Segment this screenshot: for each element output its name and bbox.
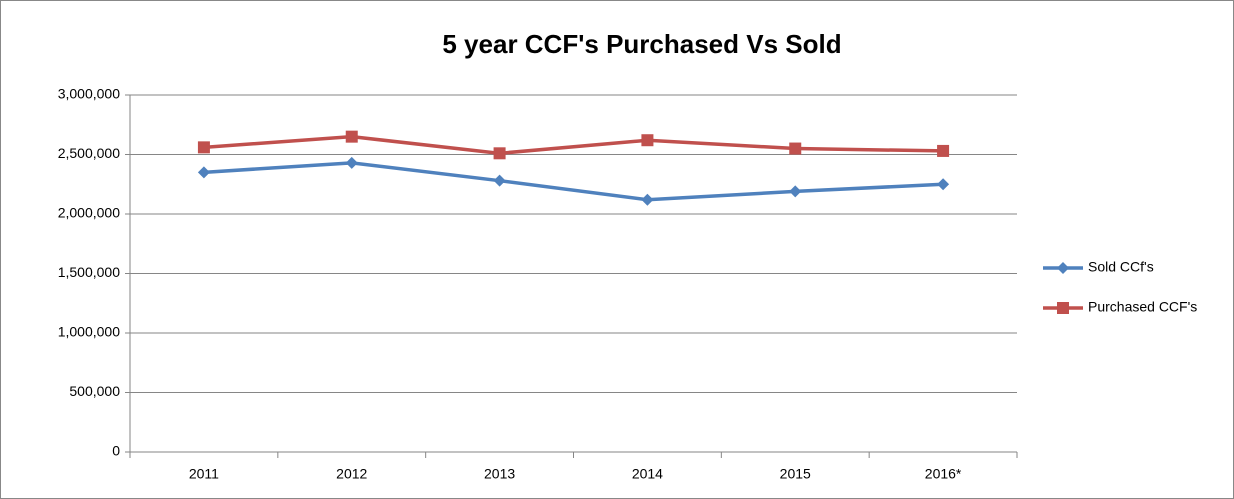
series-line (203, 134, 944, 156)
data-point (937, 144, 950, 157)
data-point (493, 174, 506, 187)
data-point (493, 147, 506, 160)
data-point (197, 166, 210, 179)
y-tick-label: 2,000,000 (58, 205, 120, 221)
data-point (345, 156, 358, 169)
x-tick-label: 2014 (632, 466, 663, 482)
chart-title: 5 year CCF's Purchased Vs Sold (442, 29, 841, 59)
data-point (789, 142, 802, 155)
x-tick-label: 2016* (925, 466, 962, 482)
data-point (641, 193, 654, 206)
legend-label: Sold CCf's (1088, 259, 1154, 275)
legend-marker (1057, 302, 1069, 314)
y-tick-label: 3,000,000 (58, 86, 120, 102)
data-point (789, 185, 802, 198)
data-point (197, 141, 210, 154)
data-point (641, 134, 654, 147)
y-tick-label: 0 (112, 443, 120, 459)
legend-label: Purchased CCF's (1088, 299, 1197, 315)
x-tick-label: 2011 (189, 466, 219, 482)
y-tick-label: 1,000,000 (58, 324, 120, 340)
series-line (203, 161, 944, 202)
x-tick-label: 2012 (336, 466, 367, 482)
legend-marker (1057, 262, 1069, 274)
y-tick-label: 2,500,000 (58, 145, 120, 161)
y-tick-label: 1,500,000 (58, 264, 120, 280)
y-tick-label: 500,000 (69, 383, 120, 399)
data-point (345, 130, 358, 143)
x-tick-label: 2015 (780, 466, 811, 482)
data-point (937, 178, 950, 191)
x-tick-label: 2013 (484, 466, 515, 482)
